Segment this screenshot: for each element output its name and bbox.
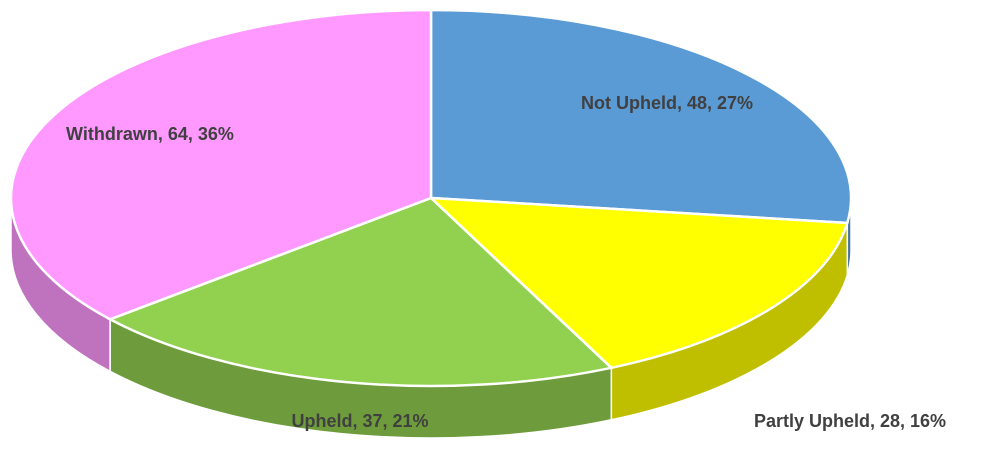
slice [9, 8, 433, 321]
slice [429, 8, 853, 225]
data-label: Partly Upheld, 28, 16% [754, 411, 946, 431]
data-label: Withdrawn, 64, 36% [66, 124, 234, 144]
slice [107, 196, 614, 388]
slice [427, 196, 849, 370]
data-label: Upheld, 37, 21% [291, 411, 428, 431]
data-label: Not Upheld, 48, 27% [581, 93, 753, 113]
